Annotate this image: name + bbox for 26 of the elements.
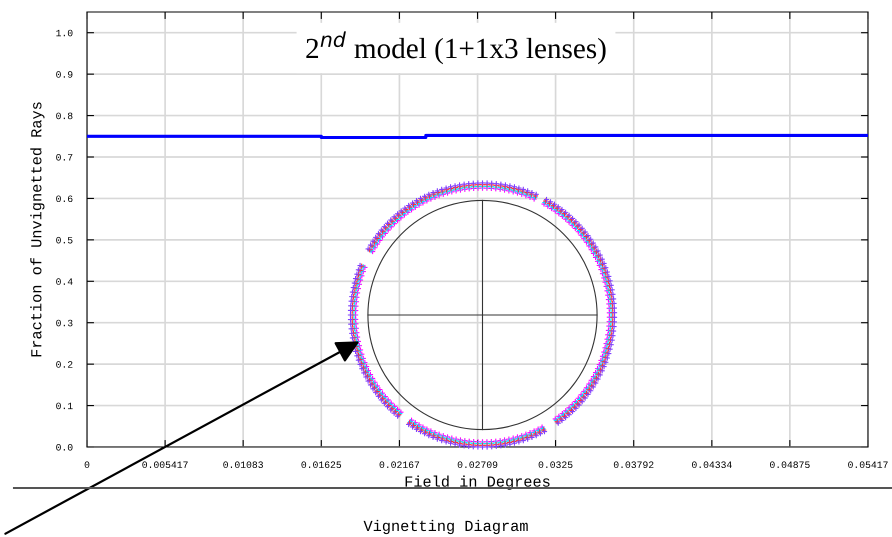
y-tick-label: 1.0 xyxy=(56,30,73,36)
y-tick-label: 0.6 xyxy=(56,195,72,202)
x-tick-label: 0.04875 xyxy=(770,461,810,468)
y-tick-label: 0.1 xyxy=(56,402,73,410)
y-tick-label: 0.8 xyxy=(56,112,72,120)
x-tick-label: 0.01083 xyxy=(223,461,263,468)
x-tick-label: 0 xyxy=(84,461,90,468)
x-tick-label: 0.005417 xyxy=(142,461,188,468)
y-tick-label: 0.9 xyxy=(56,71,72,78)
y-tick-label: 0.2 xyxy=(56,361,72,368)
x-tick-label: 0.03792 xyxy=(614,461,654,468)
y-tick-label: 0.5 xyxy=(56,236,72,244)
x-tick-label: 0.02167 xyxy=(380,461,420,468)
x-tick-label: 0.05417 xyxy=(848,461,888,468)
y-tick-label: 0.7 xyxy=(56,154,72,161)
x-tick-label: 0.01625 xyxy=(301,461,342,468)
x-axis-title: Field in Degrees xyxy=(406,476,550,490)
y-axis-title: Fraction of Unvignetted Rays xyxy=(30,102,44,356)
x-tick-label: 0.04334 xyxy=(692,461,732,468)
y-tick-label: 0.4 xyxy=(56,278,73,285)
x-tick-label: 0.0325 xyxy=(538,461,572,468)
annotation: 2$^{nd}$ model (1+1x3 lenses) xyxy=(306,31,606,64)
text: Vignetting Diagram xyxy=(364,520,528,534)
y-tick-label: 0.3 xyxy=(56,320,72,326)
y-tick-label: 0.0 xyxy=(56,444,73,451)
x-tick-label: 0.02709 xyxy=(458,461,498,468)
